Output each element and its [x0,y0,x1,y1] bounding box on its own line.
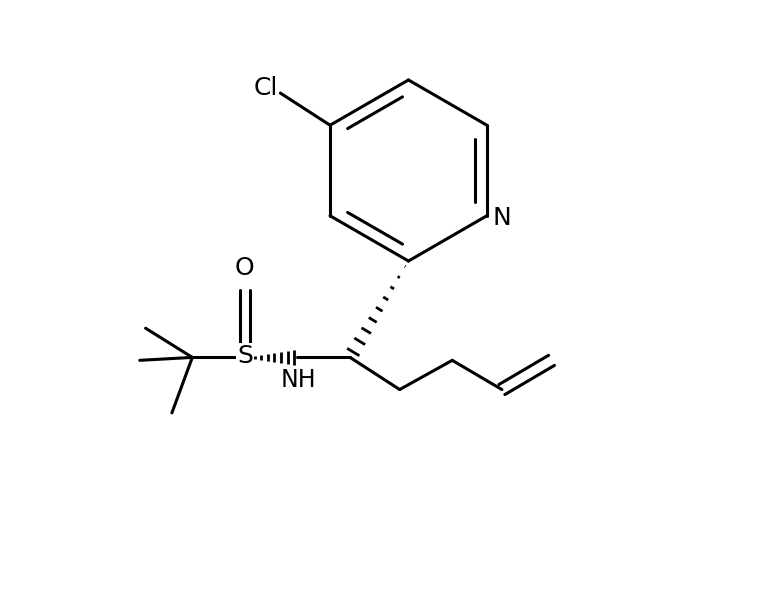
Text: Cl: Cl [254,77,278,100]
Text: S: S [237,344,253,368]
Text: NH: NH [280,368,316,392]
Text: O: O [235,256,255,280]
Text: N: N [492,206,511,230]
